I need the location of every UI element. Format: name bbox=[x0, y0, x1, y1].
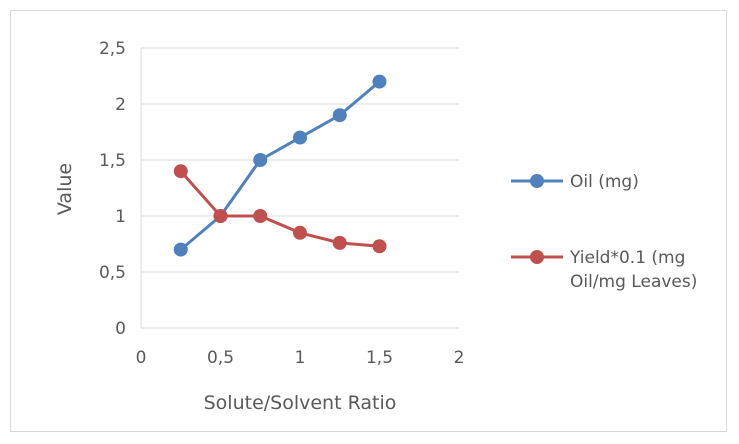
x-tick-label: 0,5 bbox=[207, 348, 234, 368]
y-tick-label: 0 bbox=[115, 319, 126, 339]
legend-label-2-line-1: Yield*0.1 (mg bbox=[569, 248, 685, 268]
y-axis-title: Value bbox=[54, 163, 76, 215]
series-2-point bbox=[332, 235, 347, 250]
series-1-point bbox=[332, 108, 347, 123]
axes bbox=[140, 48, 459, 329]
legend-label-2-line-2: Oil/mg Leaves) bbox=[570, 272, 697, 292]
series-1-point bbox=[293, 130, 307, 145]
legend: Oil (mg) Yield*0.1 (mg Oil/mg Leaves) bbox=[511, 172, 697, 292]
legend-marker-1 bbox=[530, 174, 544, 188]
data-series bbox=[173, 74, 387, 257]
series-1-point bbox=[253, 153, 268, 167]
y-tick-label: 2 bbox=[115, 95, 126, 115]
series-1-point bbox=[173, 242, 188, 257]
gridlines bbox=[141, 47, 459, 273]
legend-marker-2 bbox=[530, 250, 544, 264]
x-tick-labels: 0 0,5 1 1,5 2 bbox=[136, 348, 465, 368]
series-2-point bbox=[253, 209, 268, 223]
x-tick-label: 0 bbox=[136, 348, 147, 368]
y-tick-label: 1 bbox=[115, 207, 126, 227]
x-tick-label: 2 bbox=[454, 348, 465, 368]
x-tick-label: 1 bbox=[295, 348, 306, 368]
series-2-point bbox=[372, 239, 387, 254]
series-2-point bbox=[213, 209, 228, 223]
y-tick-label: 0,5 bbox=[99, 263, 126, 283]
y-tick-labels: 0 0,5 1 1,5 2 2,5 bbox=[99, 39, 126, 339]
series-line-2 bbox=[179, 170, 380, 248]
series-line-1 bbox=[179, 80, 381, 251]
y-tick-label: 2,5 bbox=[99, 39, 126, 59]
x-tick-label: 1,5 bbox=[366, 348, 393, 368]
series-2-point bbox=[173, 164, 188, 179]
legend-label-1: Oil (mg) bbox=[570, 172, 639, 192]
y-tick-label: 1,5 bbox=[99, 151, 126, 171]
chart-frame bbox=[10, 10, 727, 432]
x-axis-title: Solute/Solvent Ratio bbox=[204, 392, 397, 414]
series-1-point bbox=[372, 74, 387, 89]
series-2-point bbox=[293, 225, 307, 240]
